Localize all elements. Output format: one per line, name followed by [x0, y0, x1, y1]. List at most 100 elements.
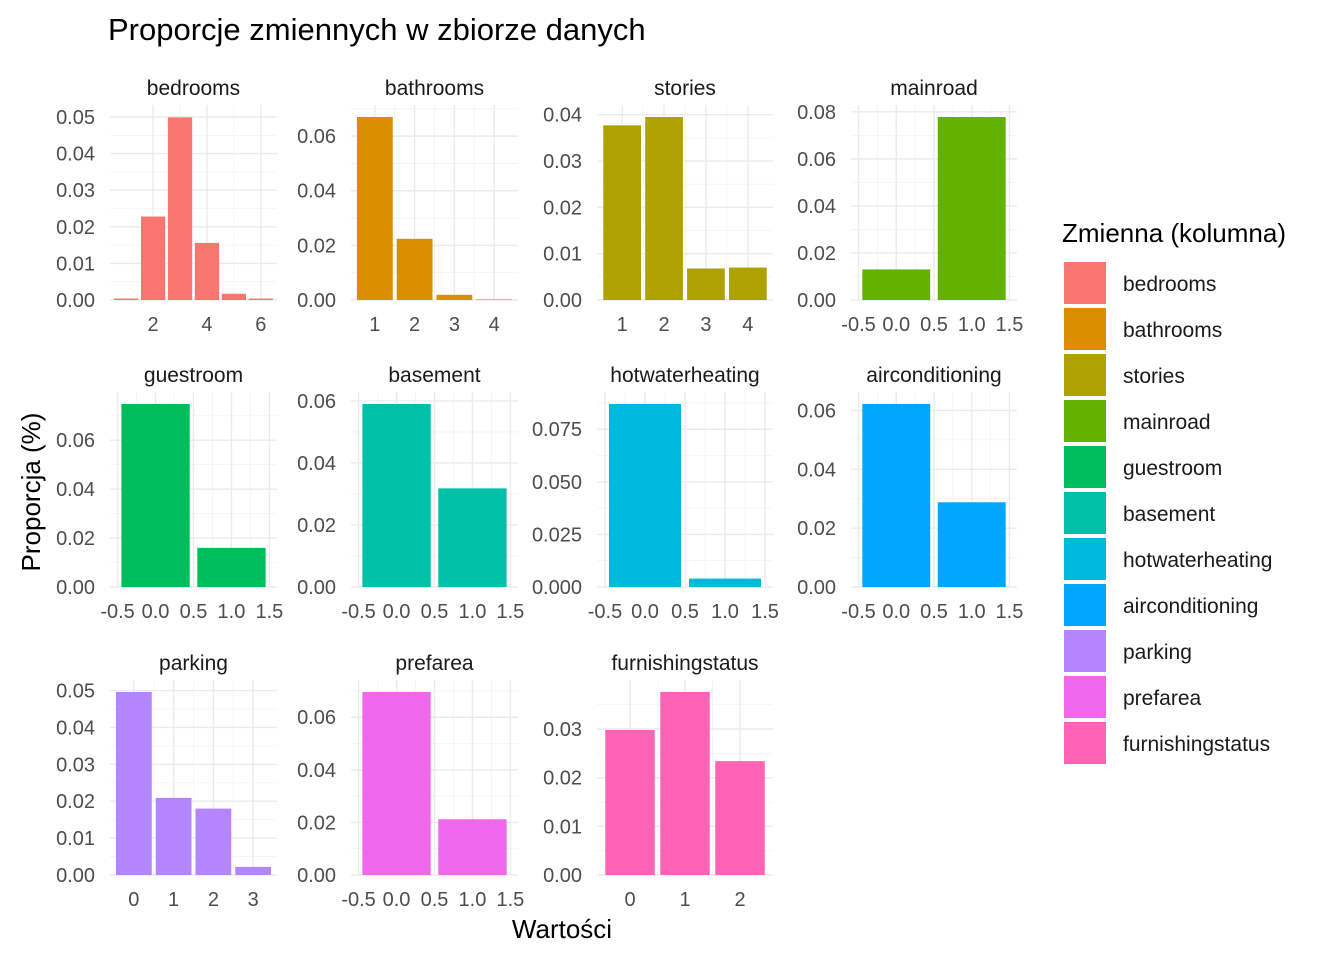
- y-tick-label: 0.03: [56, 754, 95, 776]
- bar: [248, 298, 273, 300]
- bar: [937, 117, 1006, 300]
- legend-swatch: [1064, 492, 1106, 534]
- x-tick-label: 0.5: [180, 601, 208, 623]
- legend-swatch: [1064, 676, 1106, 718]
- x-tick-label: 1: [369, 314, 380, 336]
- y-tick-label: 0.06: [797, 400, 836, 422]
- y-tick-label: 0.00: [297, 865, 336, 887]
- y-tick-label: 0.04: [543, 105, 582, 127]
- chart-title: Proporcje zmiennych w zbiorze danych: [108, 12, 646, 47]
- bar: [862, 404, 931, 587]
- panel-strip-label: bedrooms: [147, 77, 240, 100]
- legend-label: furnishingstatus: [1123, 733, 1270, 756]
- x-tick-label: 2: [658, 314, 669, 336]
- y-tick-label: 0.03: [543, 719, 582, 741]
- y-tick-label: 0.08: [797, 102, 836, 124]
- legend-item: airconditioning: [1064, 584, 1258, 626]
- panel-strip-label: airconditioning: [866, 364, 1001, 387]
- x-tick-label: 2: [409, 314, 420, 336]
- panel-mainroad: mainroad 0.00 0.02 0.04 0.06 0.08 -0.5 0.0 0.5 1.…: [797, 77, 1023, 336]
- legend-swatch: [1064, 354, 1106, 396]
- y-tick-label: 0.00: [797, 290, 836, 312]
- y-tick-label: 0.04: [797, 196, 836, 218]
- y-tick-label: 0.02: [56, 217, 95, 239]
- panel-strip-label: basement: [388, 364, 480, 387]
- y-tick-label: 0.05: [56, 107, 95, 129]
- y-tick-label: 0.050: [532, 472, 582, 494]
- x-tick-label: 2: [734, 889, 745, 911]
- x-tick-label: 0.5: [671, 601, 699, 623]
- x-tick-label: 0.0: [142, 601, 170, 623]
- bar: [115, 692, 152, 875]
- y-tick-label: 0.02: [797, 518, 836, 540]
- x-tick-label: 2: [148, 314, 159, 336]
- x-tick-label: 3: [248, 889, 259, 911]
- y-tick-label: 0.01: [56, 828, 95, 850]
- y-tick-label: 0.01: [543, 816, 582, 838]
- bar: [605, 729, 655, 875]
- legend-title: Zmienna (kolumna): [1062, 218, 1286, 248]
- bar: [155, 797, 192, 875]
- legend-swatch: [1064, 722, 1106, 764]
- y-tick-label: 0.02: [297, 812, 336, 834]
- bar: [356, 117, 393, 300]
- bar: [362, 404, 431, 587]
- y-tick-label: 0.02: [543, 768, 582, 790]
- x-tick-label: -0.5: [100, 601, 134, 623]
- bar: [167, 117, 193, 300]
- panel-stories: stories 0.00 0.01 0.02 0.03 0.04 1 2 3 4: [543, 77, 773, 336]
- bar: [862, 269, 931, 300]
- panel-strip-label: stories: [654, 77, 716, 100]
- bar: [603, 125, 641, 301]
- bar: [195, 808, 232, 875]
- x-tick-label: 0.0: [882, 601, 910, 623]
- panel-bathrooms: bathrooms 0.00 0.02 0.04 0.06 1 2 3 4: [297, 77, 518, 336]
- y-tick-label: 0.02: [797, 243, 836, 265]
- bar: [436, 294, 473, 300]
- x-tick-label: 1: [168, 889, 179, 911]
- x-tick-label: 0.0: [631, 601, 659, 623]
- legend-item: mainroad: [1064, 400, 1211, 442]
- bar: [438, 488, 507, 587]
- panel-strip-label: hotwaterheating: [610, 364, 759, 387]
- panel-strip-label: prefarea: [395, 652, 474, 675]
- legend-label: bedrooms: [1123, 273, 1216, 296]
- panel-hotwaterheating: hotwaterheating 0.000 0.025 0.050 0.075 -0.5 0…: [532, 364, 779, 623]
- panel-strip-label: furnishingstatus: [611, 652, 758, 675]
- legend-label: bathrooms: [1123, 319, 1222, 342]
- x-tick-label: 0.5: [920, 314, 948, 336]
- panel-furnishingstatus: furnishingstatus 0.00 0.01 0.02 0.03 0 1 2: [543, 652, 773, 911]
- bar: [114, 298, 139, 300]
- panel-guestroom: guestroom 0.00 0.02 0.04 0.06 -0.5 0.0 0.5 1.0 1.…: [56, 364, 283, 623]
- bar: [197, 547, 266, 587]
- x-tick-label: 4: [201, 314, 212, 336]
- x-tick-label: 0: [624, 889, 635, 911]
- y-tick-label: 0.00: [797, 577, 836, 599]
- y-tick-label: 0.04: [297, 453, 336, 475]
- x-tick-label: 1.5: [996, 314, 1024, 336]
- legend-label: hotwaterheating: [1123, 549, 1272, 572]
- x-tick-label: 0.5: [421, 889, 449, 911]
- panel-strip-label: parking: [159, 652, 228, 675]
- x-tick-label: 4: [742, 314, 753, 336]
- bar: [645, 117, 683, 300]
- bar: [362, 692, 431, 875]
- legend-item: bathrooms: [1064, 308, 1222, 350]
- y-tick-label: 0.04: [797, 459, 836, 481]
- x-tick-label: 0.5: [421, 601, 449, 623]
- x-tick-label: 1.5: [751, 601, 779, 623]
- x-axis-title: Wartości: [512, 914, 612, 944]
- bar: [194, 242, 220, 300]
- panel-strip-label: bathrooms: [385, 77, 484, 100]
- legend-label: parking: [1123, 641, 1192, 664]
- y-tick-label: 0.05: [56, 681, 95, 703]
- y-tick-label: 0.04: [56, 144, 95, 166]
- panel-basement: basement 0.00 0.02 0.04 0.06 -0.5 0.0 0.5 1.0 1.5: [297, 364, 524, 623]
- y-tick-label: 0.06: [297, 707, 336, 729]
- bar: [687, 268, 725, 300]
- legend-item: parking: [1064, 630, 1192, 672]
- legend: bedrooms bathrooms stories mainroad guestroo…: [1064, 262, 1272, 764]
- y-tick-label: 0.000: [532, 577, 582, 599]
- legend-swatch: [1064, 262, 1106, 304]
- legend-label: basement: [1123, 503, 1215, 526]
